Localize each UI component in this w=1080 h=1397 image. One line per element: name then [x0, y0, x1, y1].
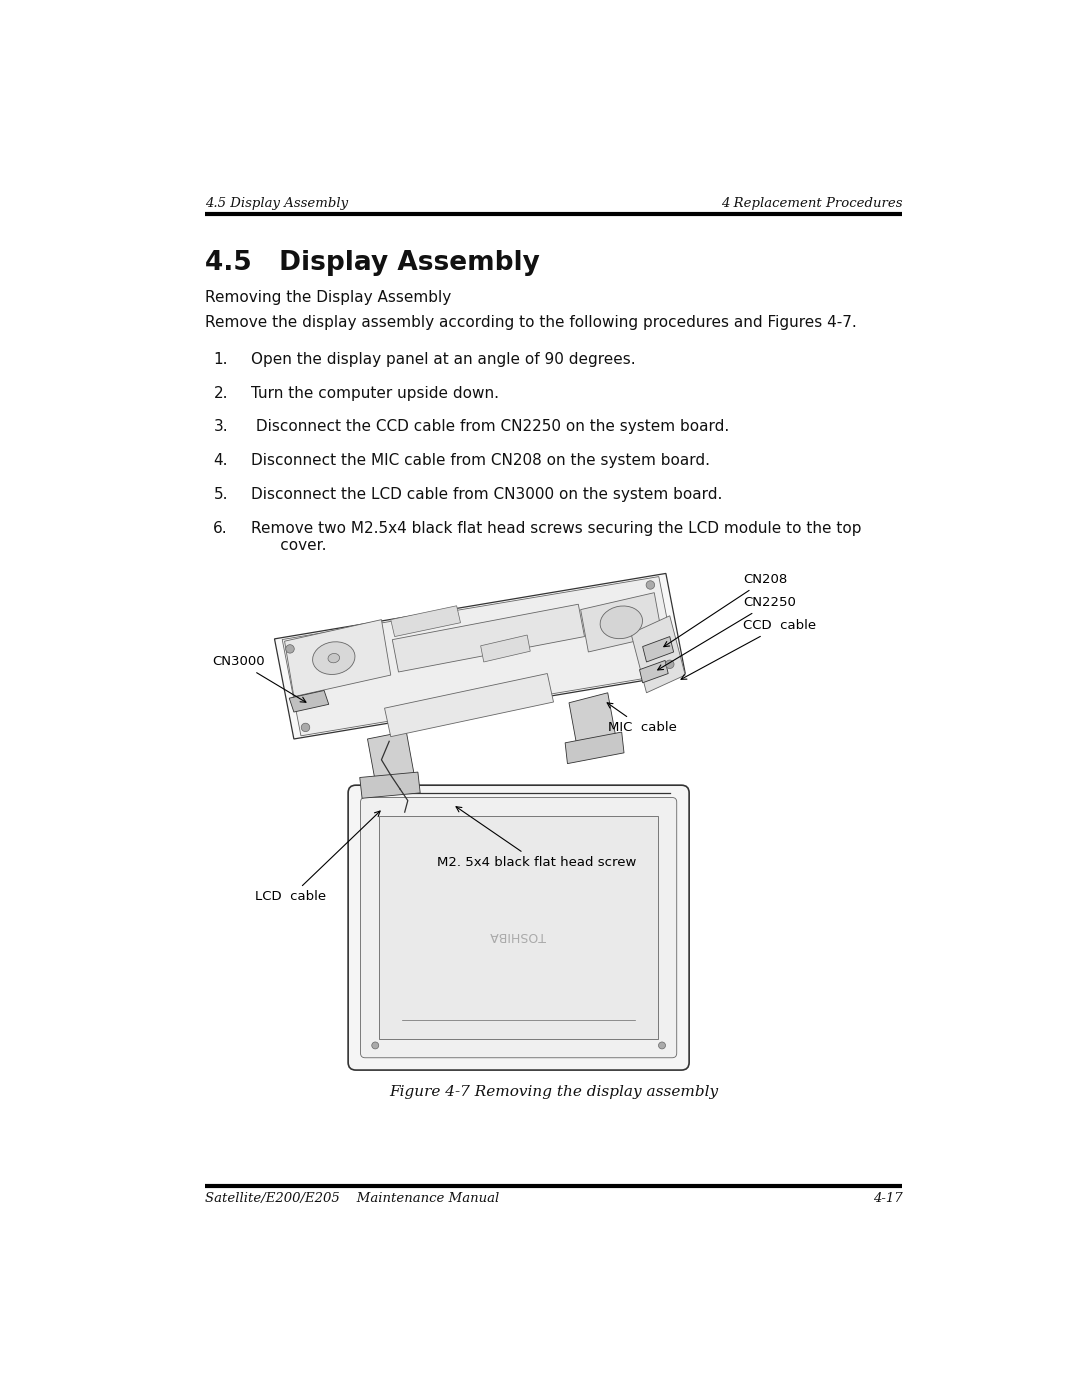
Text: 4.: 4. [214, 453, 228, 468]
Polygon shape [631, 616, 685, 693]
Circle shape [372, 1042, 379, 1049]
Text: Figure 4-7 Removing the display assembly: Figure 4-7 Removing the display assembly [389, 1085, 718, 1099]
Text: CCD  cable: CCD cable [681, 619, 816, 679]
Polygon shape [581, 592, 662, 652]
Ellipse shape [328, 654, 339, 662]
Text: 2.: 2. [214, 386, 228, 401]
Polygon shape [384, 673, 554, 736]
Circle shape [646, 581, 654, 590]
Text: Remove two M2.5x4 black flat head screws securing the LCD module to the top
    : Remove two M2.5x4 black flat head screws… [252, 521, 862, 553]
Text: MIC  cable: MIC cable [607, 703, 677, 733]
Polygon shape [569, 693, 616, 745]
Polygon shape [565, 732, 624, 764]
Text: Disconnect the LCD cable from CN3000 on the system board.: Disconnect the LCD cable from CN3000 on … [252, 488, 723, 502]
Text: Removing the Display Assembly: Removing the Display Assembly [205, 291, 451, 305]
Text: 6.: 6. [214, 521, 228, 536]
Text: Remove the display assembly according to the following procedures and Figures 4-: Remove the display assembly according to… [205, 316, 856, 331]
Circle shape [286, 644, 294, 654]
Polygon shape [643, 637, 674, 662]
Text: 4.5   Display Assembly: 4.5 Display Assembly [205, 250, 540, 277]
Polygon shape [367, 731, 414, 781]
Text: TOSHIBA: TOSHIBA [490, 929, 546, 942]
Polygon shape [282, 577, 677, 736]
Text: 3.: 3. [214, 419, 228, 434]
Polygon shape [392, 605, 584, 672]
Circle shape [659, 1042, 665, 1049]
Text: M2. 5x4 black flat head screw: M2. 5x4 black flat head screw [437, 806, 636, 869]
Ellipse shape [312, 641, 355, 675]
Text: 4-17: 4-17 [873, 1192, 902, 1204]
Text: Disconnect the MIC cable from CN208 on the system board.: Disconnect the MIC cable from CN208 on t… [252, 453, 711, 468]
Polygon shape [391, 606, 460, 637]
Polygon shape [481, 636, 530, 662]
Text: CN208: CN208 [664, 573, 787, 647]
Polygon shape [284, 620, 391, 697]
FancyBboxPatch shape [348, 785, 689, 1070]
Polygon shape [639, 661, 669, 683]
Circle shape [301, 724, 310, 732]
Text: 5.: 5. [214, 488, 228, 502]
Bar [379, 816, 658, 1039]
Text: 4.5 Display Assembly: 4.5 Display Assembly [205, 197, 348, 210]
Polygon shape [360, 773, 420, 798]
Circle shape [665, 659, 674, 669]
Text: 1.: 1. [214, 352, 228, 366]
Text: Disconnect the CCD cable from CN2250 on the system board.: Disconnect the CCD cable from CN2250 on … [252, 419, 729, 434]
Text: CN2250: CN2250 [658, 597, 796, 671]
Text: Turn the computer upside down.: Turn the computer upside down. [252, 386, 499, 401]
Text: CN3000: CN3000 [213, 655, 306, 703]
Text: LCD  cable: LCD cable [255, 812, 380, 904]
Polygon shape [289, 690, 328, 712]
Ellipse shape [600, 606, 643, 638]
Text: 4 Replacement Procedures: 4 Replacement Procedures [720, 197, 902, 210]
Polygon shape [274, 573, 685, 739]
FancyBboxPatch shape [361, 798, 677, 1058]
Text: Satellite/E200/E205    Maintenance Manual: Satellite/E200/E205 Maintenance Manual [205, 1192, 499, 1204]
Text: Open the display panel at an angle of 90 degrees.: Open the display panel at an angle of 90… [252, 352, 636, 366]
